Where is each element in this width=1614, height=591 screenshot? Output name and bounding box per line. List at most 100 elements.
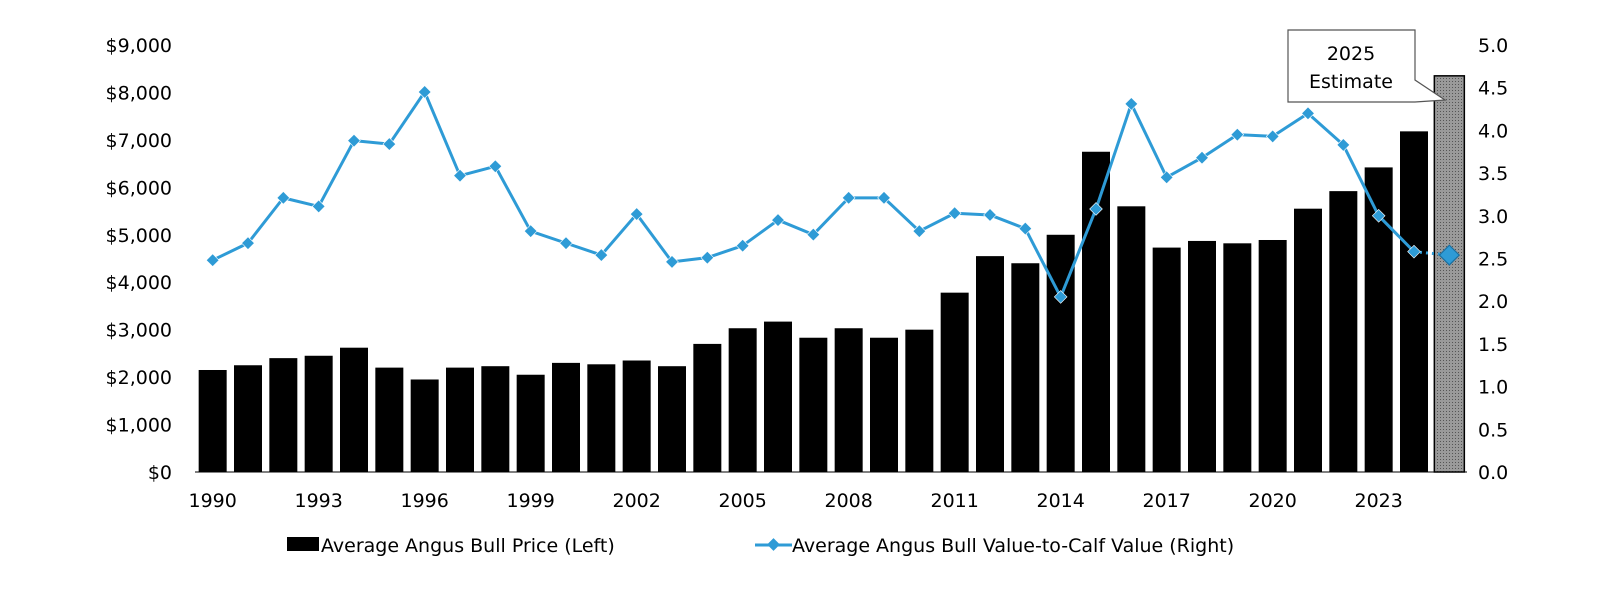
right-tick-label: 4.5 <box>1478 78 1508 100</box>
left-tick-label: $3,000 <box>106 320 172 342</box>
point-marker <box>382 137 397 151</box>
point-marker <box>1018 221 1033 236</box>
line-segment <box>423 91 462 177</box>
bar <box>1188 240 1216 472</box>
point-marker-estimate <box>1438 244 1461 266</box>
x-tick-label: 1993 <box>294 490 342 512</box>
line-segment <box>212 241 249 262</box>
line-segment <box>494 165 532 232</box>
left-tick-label: $2,000 <box>106 367 172 389</box>
left-tick-label: $5,000 <box>106 225 172 247</box>
bar <box>304 355 333 472</box>
point-marker <box>877 191 891 205</box>
point-marker <box>1089 202 1103 216</box>
line-segment <box>989 213 1026 231</box>
x-tick-label: 2023 <box>1354 490 1402 512</box>
x-tick-label: 1999 <box>506 490 554 512</box>
bar <box>552 362 580 472</box>
line-segment <box>741 218 779 247</box>
bar <box>269 358 298 472</box>
bars-series <box>198 75 1466 473</box>
point-marker <box>1336 138 1351 152</box>
bar <box>764 321 792 472</box>
line-segment <box>812 196 850 236</box>
line-segment <box>1024 227 1062 298</box>
line-segment <box>918 211 956 233</box>
line-segment <box>706 244 744 260</box>
line-segment <box>635 213 674 263</box>
right-tick-label: 4.0 <box>1478 120 1508 142</box>
right-tick-label: 1.0 <box>1478 377 1508 399</box>
line-segment <box>1059 208 1098 298</box>
point-marker <box>1230 127 1245 142</box>
point-marker <box>241 236 255 250</box>
legend-bar-label: Average Angus Bull Price (Left) <box>321 535 615 557</box>
point-marker <box>1124 97 1139 111</box>
line-segment <box>530 229 567 245</box>
bar <box>940 292 969 472</box>
point-marker <box>1159 170 1174 185</box>
bar <box>1329 191 1358 472</box>
left-tick-label: $8,000 <box>106 82 172 104</box>
bar <box>870 337 898 472</box>
x-tick-label: 1996 <box>400 490 448 512</box>
bar <box>1117 206 1146 473</box>
bar <box>693 343 722 472</box>
left-tick-label: $7,000 <box>106 130 172 152</box>
line-segment <box>1341 144 1381 217</box>
point-marker <box>983 208 997 222</box>
line-series <box>205 85 1461 304</box>
x-tick-label: 2005 <box>718 490 766 512</box>
legend-bar-swatch <box>287 537 319 551</box>
right-tick-label: 3.5 <box>1478 163 1508 185</box>
point-marker <box>1407 244 1421 259</box>
bar <box>622 360 651 472</box>
left-axis: $0 $1,000 $2,000 $3,000 $4,000 $5,000 $6,000 $7… <box>106 35 172 484</box>
left-tick-label: $9,000 <box>106 35 172 57</box>
point-marker <box>347 133 361 148</box>
point-marker <box>806 227 821 242</box>
point-marker <box>629 207 644 221</box>
line-segment <box>1094 103 1133 210</box>
bar <box>905 329 934 472</box>
point-marker <box>311 199 326 214</box>
left-tick-label: $4,000 <box>106 272 172 294</box>
bar <box>1223 243 1252 472</box>
bar <box>375 367 404 472</box>
left-tick-label: $0 <box>148 462 172 484</box>
line-segment <box>777 218 814 236</box>
line-segment <box>565 241 602 257</box>
bar <box>728 328 757 472</box>
left-tick-label: $1,000 <box>106 415 172 437</box>
bar <box>234 365 262 472</box>
right-axis: 0.0 0.5 1.0 1.5 2.0 2.5 3.0 3.5 4.0 4.5 5.0 <box>1478 35 1508 484</box>
right-tick-label: 0.0 <box>1478 462 1508 484</box>
bar <box>1258 239 1287 472</box>
right-tick-label: 1.5 <box>1478 334 1508 356</box>
x-axis: 1990 1993 1996 1999 2002 2005 2008 2011 2014 2017… <box>188 490 1402 512</box>
legend-line-marker <box>767 538 780 551</box>
bar <box>410 379 439 472</box>
legend: Average Angus Bull Price (Left) Average … <box>287 535 1234 557</box>
line-segment <box>246 196 285 245</box>
x-tick-label: 2017 <box>1142 490 1190 512</box>
x-tick-label: 2008 <box>824 490 872 512</box>
bar <box>976 256 1004 472</box>
point-marker <box>771 213 785 227</box>
callout-line-1: 2025 <box>1327 43 1375 65</box>
left-tick-label: $6,000 <box>106 177 172 199</box>
x-tick-label: 1990 <box>188 490 236 512</box>
right-tick-label: 0.5 <box>1478 419 1508 441</box>
estimate-callout: 2025 Estimate <box>1287 29 1447 103</box>
line-segment <box>600 213 638 257</box>
line-segment <box>1377 214 1416 253</box>
point-marker <box>735 238 750 253</box>
bar <box>516 374 545 472</box>
point-marker <box>594 248 609 262</box>
line-segment <box>1165 156 1203 179</box>
callout-line-2: Estimate <box>1309 71 1393 93</box>
line-segment <box>317 139 356 208</box>
line-segment <box>1307 112 1345 147</box>
point-marker <box>665 255 679 269</box>
